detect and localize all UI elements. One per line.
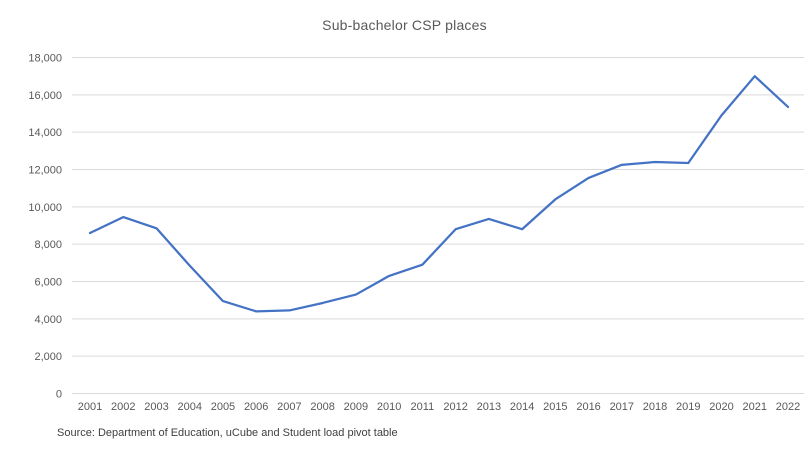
x-axis-tick-label: 2013 xyxy=(477,401,501,413)
x-axis-tick-label: 2017 xyxy=(610,401,634,413)
x-axis-tick-label: 2008 xyxy=(310,401,334,413)
x-axis-tick-label: 2015 xyxy=(543,401,567,413)
y-axis-tick-label: 18,000 xyxy=(28,53,62,65)
x-axis-tick-label: 2011 xyxy=(411,401,435,413)
x-axis-tick-label: 2012 xyxy=(443,401,467,413)
x-axis-tick-label: 2003 xyxy=(144,401,168,413)
y-axis-tick-label: 2,000 xyxy=(34,351,62,363)
x-axis-tick-label: 2021 xyxy=(743,401,767,413)
x-axis-tick-label: 2002 xyxy=(111,401,135,413)
source-note: Source: Department of Education, uCube a… xyxy=(57,427,398,439)
y-axis-tick-label: 4,000 xyxy=(34,314,62,326)
x-axis-tick-label: 2010 xyxy=(377,401,401,413)
y-axis-tick-label: 10,000 xyxy=(28,202,62,214)
data-series-line xyxy=(88,75,790,313)
chart-title: Sub-bachelor CSP places xyxy=(322,17,487,33)
x-axis-tick-label: 2001 xyxy=(78,401,102,413)
y-axis-tick-label: 6,000 xyxy=(34,277,62,289)
x-axis-tick-label: 2005 xyxy=(211,401,235,413)
x-axis-tick-label: 2022 xyxy=(776,401,800,413)
x-axis-tick-label: 2014 xyxy=(510,401,534,413)
x-axis-tick-label: 2019 xyxy=(676,401,700,413)
x-axis-tick-label: 2020 xyxy=(709,401,733,413)
x-axis-tick-label: 2004 xyxy=(177,401,201,413)
y-axis-tick-label: 0 xyxy=(56,389,62,401)
y-axis-tick-label: 14,000 xyxy=(28,127,62,139)
x-axis-tick-label: 2009 xyxy=(344,401,368,413)
y-axis-tick-label: 8,000 xyxy=(34,239,62,251)
x-axis-tick-label: 2018 xyxy=(643,401,667,413)
y-axis-tick-label: 12,000 xyxy=(28,165,62,177)
x-axis-tick-label: 2016 xyxy=(576,401,600,413)
x-axis-tick-label: 2007 xyxy=(277,401,301,413)
x-axis-tick-label: 2006 xyxy=(244,401,268,413)
y-axis-tick-label: 16,000 xyxy=(28,90,62,102)
